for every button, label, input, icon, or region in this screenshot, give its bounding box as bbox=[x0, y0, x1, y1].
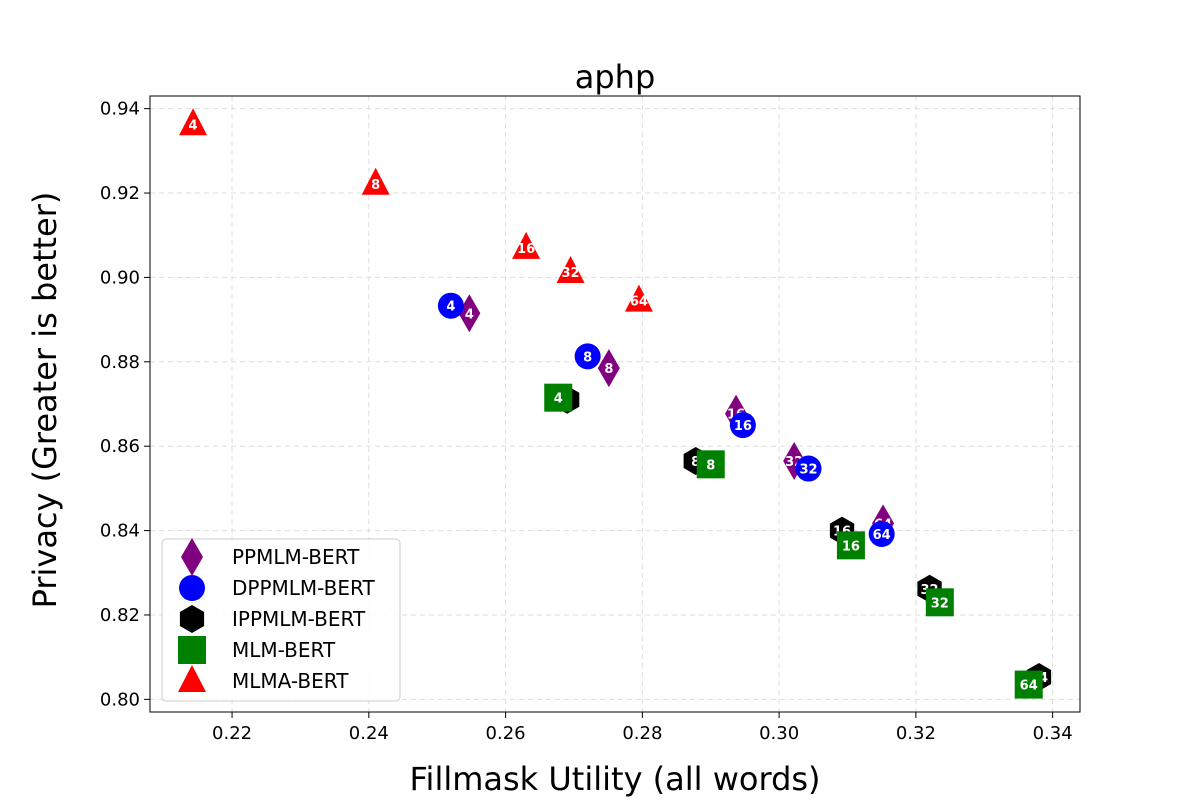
triangle-marker bbox=[556, 255, 585, 283]
point-label: 16 bbox=[842, 539, 860, 554]
point-label: 64 bbox=[873, 528, 891, 543]
y-tick-label: 0.90 bbox=[100, 267, 140, 288]
y-tick-label: 0.86 bbox=[100, 436, 140, 457]
legend-label: IPPMLM-BERT bbox=[232, 607, 366, 631]
x-tick-label: 0.22 bbox=[212, 723, 252, 744]
circle-marker bbox=[437, 292, 464, 319]
axis-ticks: 0.22 0.24 0.26 0.28 0.30 0.32 0.34 0.80 0.82 0.84… bbox=[100, 99, 1073, 744]
legend-label: DPPMLM-BERT bbox=[232, 576, 375, 600]
triangle-marker bbox=[361, 167, 390, 195]
series-mlm-bert: 4 8 16 32 64 bbox=[544, 383, 1043, 699]
y-tick-label: 0.92 bbox=[100, 183, 140, 204]
legend-label: PPMLM-BERT bbox=[232, 545, 360, 569]
point-label: 32 bbox=[799, 463, 817, 478]
point-label: 8 bbox=[604, 362, 613, 377]
point-label: 32 bbox=[562, 266, 580, 281]
point-label: 64 bbox=[1020, 679, 1038, 694]
y-axis-title: Privacy (Greater is better) bbox=[26, 192, 64, 609]
y-tick-label: 0.88 bbox=[100, 352, 140, 373]
series-dppmlm-bert: 4 8 16 32 64 bbox=[437, 292, 895, 547]
square-marker bbox=[696, 450, 725, 479]
legend-diamond-icon bbox=[181, 538, 203, 576]
legend-box bbox=[161, 538, 401, 702]
point-label: 4 bbox=[465, 307, 474, 322]
legend: PPMLM-BERT DPPMLM-BERT IPPMLM-BERT MLM-BERT… bbox=[161, 538, 401, 702]
legend-label: MLMA-BERT bbox=[232, 669, 349, 693]
x-tick-label: 0.30 bbox=[759, 723, 799, 744]
data-points: 4816326448163264481632644816326448163264 bbox=[179, 108, 1052, 699]
point-label: 32 bbox=[931, 596, 949, 611]
point-label: 16 bbox=[734, 419, 752, 434]
diamond-marker bbox=[597, 349, 620, 388]
y-tick-label: 0.94 bbox=[100, 99, 140, 120]
x-tick-label: 0.26 bbox=[486, 723, 526, 744]
x-axis-title: Fillmask Utility (all words) bbox=[409, 760, 820, 798]
series-mlma-bert: 4 8 16 32 64 bbox=[179, 108, 653, 312]
square-marker bbox=[836, 531, 865, 560]
grid bbox=[150, 96, 1080, 712]
point-label: 4 bbox=[554, 392, 563, 407]
point-label: 8 bbox=[583, 350, 592, 365]
triangle-marker bbox=[179, 108, 208, 136]
circle-marker bbox=[729, 412, 756, 439]
point-label: 4 bbox=[446, 300, 455, 315]
triangle-marker bbox=[624, 284, 653, 312]
diamond-marker bbox=[458, 294, 481, 333]
x-tick-label: 0.32 bbox=[896, 723, 936, 744]
x-tick-label: 0.24 bbox=[349, 723, 389, 744]
legend-circle-icon bbox=[179, 575, 205, 601]
point-label: 4 bbox=[189, 118, 198, 133]
x-tick-label: 0.28 bbox=[622, 723, 662, 744]
legend-square-icon bbox=[178, 636, 206, 664]
y-tick-label: 0.80 bbox=[100, 689, 140, 710]
series-ippmlm-bert: 4 8 16 32 64 bbox=[555, 385, 1052, 691]
series-ppmlm-bert: 4 8 16 32 64 bbox=[458, 294, 895, 543]
x-tick-label: 0.34 bbox=[1033, 723, 1073, 744]
circle-marker bbox=[795, 455, 822, 482]
square-marker bbox=[1014, 670, 1043, 699]
point-label: 64 bbox=[630, 295, 648, 310]
point-label: 8 bbox=[371, 178, 380, 193]
plot-area bbox=[149, 95, 1081, 713]
y-tick-label: 0.84 bbox=[100, 521, 140, 542]
chart-title: aphp bbox=[575, 58, 656, 96]
point-label: 8 bbox=[691, 455, 700, 470]
legend-label: MLM-BERT bbox=[232, 638, 336, 662]
circle-marker bbox=[574, 343, 601, 370]
circle-marker bbox=[868, 520, 895, 547]
triangle-marker bbox=[512, 231, 541, 259]
point-label: 16 bbox=[517, 242, 535, 257]
y-tick-label: 0.82 bbox=[100, 605, 140, 626]
square-marker bbox=[925, 588, 954, 617]
point-label: 8 bbox=[706, 458, 715, 473]
legend-hexagon-icon bbox=[179, 605, 205, 633]
square-marker bbox=[544, 383, 573, 412]
legend-triangle-icon bbox=[178, 665, 206, 692]
